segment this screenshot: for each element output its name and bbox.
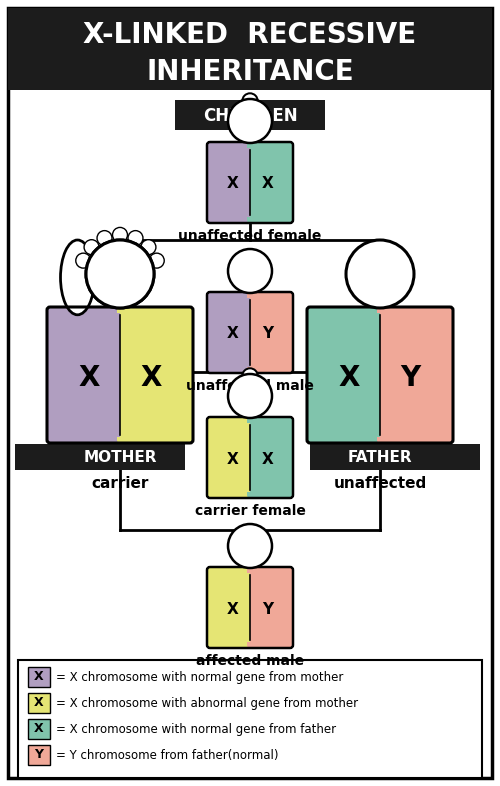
- Ellipse shape: [60, 240, 94, 315]
- Text: = X chromosome with normal gene from father: = X chromosome with normal gene from fat…: [56, 722, 336, 736]
- Text: Y: Y: [262, 326, 273, 341]
- Bar: [213, 423, 250, 492]
- FancyBboxPatch shape: [247, 567, 293, 648]
- Circle shape: [128, 230, 143, 245]
- Text: Y: Y: [34, 748, 43, 762]
- Bar: [213, 573, 250, 642]
- FancyBboxPatch shape: [207, 142, 253, 223]
- Text: X: X: [262, 177, 274, 192]
- Bar: [28, 719, 50, 739]
- Circle shape: [228, 99, 272, 143]
- Circle shape: [228, 524, 272, 568]
- Bar: [250, 423, 287, 492]
- Bar: [250, 148, 287, 217]
- Bar: [250, 298, 287, 367]
- Text: X: X: [338, 364, 360, 391]
- FancyBboxPatch shape: [377, 307, 453, 443]
- Bar: [8, 8, 492, 90]
- Bar: [28, 693, 50, 713]
- Bar: [15, 444, 185, 470]
- Bar: [18, 660, 482, 778]
- Circle shape: [346, 240, 414, 308]
- Text: unaffected female: unaffected female: [178, 229, 322, 243]
- Text: X: X: [226, 326, 238, 341]
- Bar: [380, 313, 447, 437]
- Text: unaffected: unaffected: [334, 476, 426, 491]
- FancyBboxPatch shape: [247, 142, 293, 223]
- Text: = Y chromosome from father(normal): = Y chromosome from father(normal): [56, 748, 278, 762]
- FancyBboxPatch shape: [207, 567, 253, 648]
- Circle shape: [242, 369, 258, 384]
- Circle shape: [84, 240, 99, 255]
- Text: X-LINKED  RECESSIVE: X-LINKED RECESSIVE: [84, 21, 416, 49]
- Text: carrier female: carrier female: [194, 504, 306, 518]
- Circle shape: [242, 94, 258, 108]
- Circle shape: [112, 227, 128, 242]
- FancyBboxPatch shape: [207, 417, 253, 498]
- Text: Y: Y: [262, 601, 273, 616]
- FancyBboxPatch shape: [117, 307, 193, 443]
- Bar: [213, 298, 250, 367]
- Text: X: X: [140, 364, 162, 391]
- Text: X: X: [226, 177, 238, 192]
- Bar: [313, 313, 380, 437]
- Text: X: X: [226, 601, 238, 616]
- FancyBboxPatch shape: [47, 307, 123, 443]
- Text: X: X: [34, 696, 44, 710]
- Text: affected male: affected male: [196, 654, 304, 668]
- Text: INHERITANCE: INHERITANCE: [146, 58, 354, 86]
- FancyBboxPatch shape: [207, 292, 253, 373]
- Bar: [310, 444, 480, 470]
- Bar: [53, 313, 120, 437]
- Circle shape: [97, 230, 112, 245]
- Circle shape: [228, 249, 272, 293]
- Circle shape: [86, 240, 154, 308]
- Circle shape: [86, 240, 154, 308]
- Text: MOTHER: MOTHER: [83, 450, 157, 465]
- Circle shape: [141, 240, 156, 255]
- Text: unaffected male: unaffected male: [186, 379, 314, 393]
- FancyBboxPatch shape: [247, 292, 293, 373]
- Circle shape: [76, 253, 90, 268]
- Text: FATHER: FATHER: [348, 450, 412, 465]
- Circle shape: [150, 253, 164, 268]
- Text: Y: Y: [400, 364, 421, 391]
- Text: = X chromosome with abnormal gene from mother: = X chromosome with abnormal gene from m…: [56, 696, 358, 710]
- FancyBboxPatch shape: [247, 417, 293, 498]
- Bar: [28, 745, 50, 765]
- Text: CHILDREN: CHILDREN: [202, 107, 298, 125]
- Text: = X chromosome with normal gene from mother: = X chromosome with normal gene from mot…: [56, 670, 344, 684]
- Circle shape: [228, 374, 272, 418]
- Text: X: X: [34, 722, 44, 736]
- Bar: [28, 667, 50, 687]
- Text: X: X: [78, 364, 100, 391]
- FancyBboxPatch shape: [307, 307, 383, 443]
- Text: X: X: [34, 670, 44, 684]
- Bar: [120, 313, 187, 437]
- Bar: [250, 573, 287, 642]
- Text: X: X: [226, 451, 238, 467]
- Text: carrier: carrier: [92, 476, 148, 491]
- Text: X: X: [262, 451, 274, 467]
- Bar: [213, 148, 250, 217]
- Bar: [175, 100, 325, 130]
